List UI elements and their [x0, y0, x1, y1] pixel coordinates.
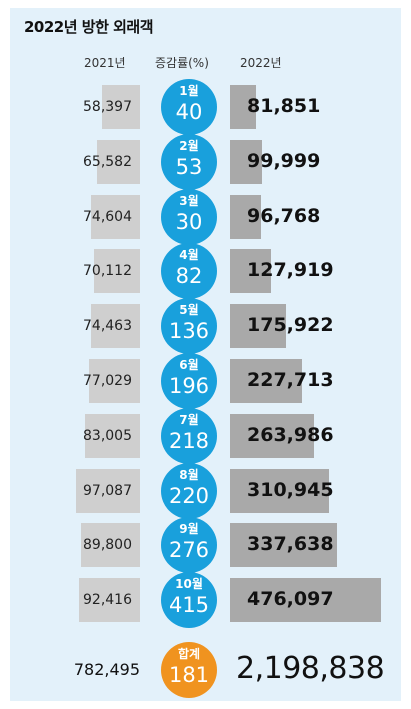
value-2022: 227,713	[247, 369, 334, 391]
month-circle: 7월 218	[161, 407, 217, 464]
month-circle: 8월 220	[161, 462, 217, 519]
month-circle: 3월 30	[161, 188, 217, 245]
month-label: 8월	[179, 467, 199, 482]
bar-2021	[93, 249, 140, 294]
bar-2021	[90, 194, 140, 239]
bar-2022	[230, 578, 381, 623]
rate-value: 136	[168, 319, 210, 344]
value-2021: 70,112	[83, 263, 132, 280]
chart-title: 2022년 방한 외래객	[24, 18, 154, 36]
bar-2021	[76, 468, 140, 513]
value-2021: 97,087	[83, 482, 132, 499]
bar-2021	[80, 523, 140, 568]
bar-2021	[85, 413, 140, 458]
rate-value: 276	[168, 538, 210, 563]
bar-2022	[230, 359, 303, 403]
month-label: 4월	[179, 248, 199, 263]
value-2021: 92,416	[83, 592, 132, 609]
value-2022: 175,922	[247, 314, 334, 337]
rate-value: 218	[168, 428, 210, 453]
bar-2022	[230, 304, 286, 349]
value-2022: 337,638	[247, 533, 334, 556]
total-label: 합계	[177, 647, 201, 661]
value-2021: 77,029	[83, 373, 132, 389]
rate-value: 196	[168, 374, 210, 398]
month-circle: 1월 40	[161, 79, 217, 135]
rate-value: 53	[175, 154, 203, 179]
month-circle: 2월 53	[161, 133, 217, 190]
header-rate: 증감률(%)	[155, 56, 209, 70]
value-2022: 263,986	[247, 423, 334, 446]
value-2022: 310,945	[247, 478, 334, 501]
month-circle: 4월 82	[161, 243, 217, 300]
month-label: 7월	[179, 412, 199, 427]
bar-2021	[101, 85, 140, 129]
bar-2022	[230, 139, 262, 184]
value-2021: 65,582	[83, 153, 132, 170]
bar-2022	[230, 523, 338, 568]
bar-2021	[89, 359, 140, 403]
bar-2022	[230, 413, 314, 458]
value-2021: 89,800	[83, 537, 132, 554]
bar-2022	[230, 249, 271, 294]
value-2021: 74,604	[83, 208, 132, 225]
rate-value: 30	[175, 209, 203, 234]
bar-2021	[79, 578, 140, 623]
month-label: 2월	[179, 138, 199, 153]
value-2022: 99,999	[247, 149, 321, 172]
month-label: 10월	[175, 577, 203, 592]
bar-2022	[230, 468, 329, 513]
rate-value: 40	[175, 100, 203, 124]
header-2021: 2021년	[84, 56, 126, 70]
value-2021: 58,397	[83, 99, 132, 115]
month-label: 3월	[179, 193, 199, 208]
month-circle: 10월 415	[161, 572, 217, 629]
rate-value: 82	[175, 264, 203, 289]
value-2022: 476,097	[247, 588, 334, 611]
bar-2022	[230, 194, 261, 239]
value-2021: 83,005	[83, 427, 132, 444]
value-2022: 127,919	[247, 259, 334, 282]
value-2022: 81,851	[247, 95, 321, 117]
month-circle: 9월 276	[161, 517, 217, 574]
total-circle: 합계 181	[161, 642, 217, 698]
month-label: 6월	[179, 358, 199, 372]
rate-value: 415	[168, 593, 210, 618]
month-circle: 6월 196	[161, 353, 217, 409]
total-rate: 181	[168, 663, 210, 687]
bar-2021	[96, 139, 140, 184]
month-label: 1월	[179, 84, 199, 98]
total-2021: 782,495	[73, 660, 140, 679]
month-label: 9월	[179, 522, 199, 537]
month-circle: 5월 136	[161, 298, 217, 355]
bar-2021	[90, 304, 140, 349]
total-2022: 2,198,838	[236, 651, 385, 686]
header-2022: 2022년	[240, 56, 282, 70]
rate-value: 220	[168, 483, 210, 508]
value-2021: 74,463	[83, 318, 132, 335]
value-2022: 96,768	[247, 204, 321, 227]
bar-2022	[230, 85, 256, 129]
month-label: 5월	[179, 303, 199, 318]
